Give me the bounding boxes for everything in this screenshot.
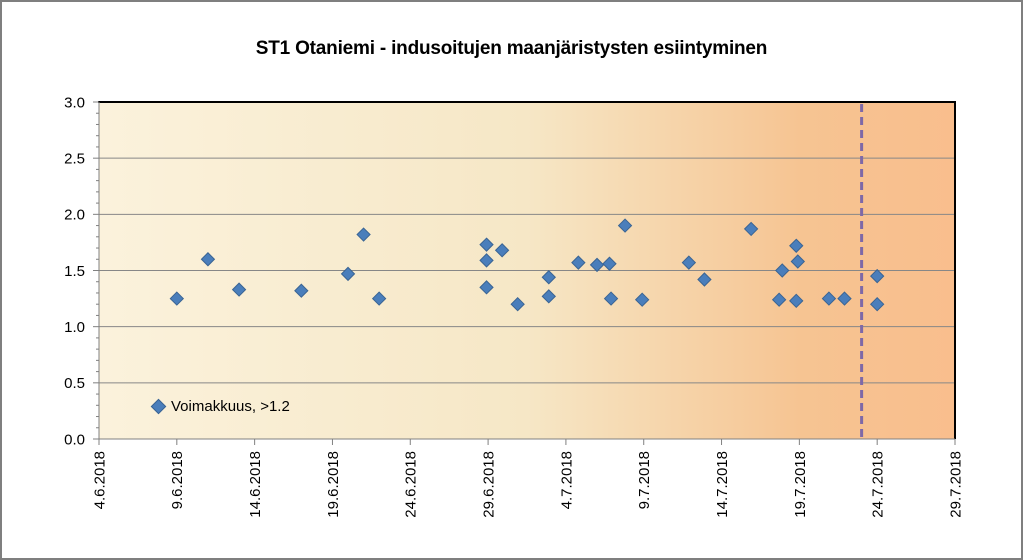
data-point-marker: [617, 218, 633, 233]
data-point-marker: [479, 280, 494, 295]
data-point-marker: [743, 221, 759, 237]
x-tick-label: 9.7.2018: [636, 451, 653, 509]
y-tick-label: 1.5: [64, 263, 85, 280]
data-point-marker: [634, 292, 650, 307]
y-tick-label: 0.5: [64, 375, 85, 392]
data-point-marker: [603, 291, 619, 306]
data-point-marker: [589, 257, 605, 273]
data-point-marker: [869, 268, 885, 284]
data-point-marker: [681, 255, 697, 270]
y-tick-label: 3.0: [64, 94, 85, 111]
x-tick-label: 4.7.2018: [558, 451, 575, 509]
legend-label: Voimakkuus, >1.2: [171, 398, 290, 415]
data-point-marker: [789, 293, 804, 309]
data-point-marker: [571, 255, 586, 270]
x-tick-label: 24.6.2018: [403, 451, 420, 518]
legend-diamond-icon: [150, 398, 167, 415]
y-tick-label: 2.5: [64, 150, 85, 167]
data-point-marker: [371, 291, 387, 306]
data-point-marker: [602, 256, 617, 271]
data-point-marker: [169, 291, 185, 306]
data-point-marker: [541, 270, 556, 285]
data-point-marker: [231, 282, 247, 297]
data-point-marker: [294, 283, 309, 298]
x-tick-label: 24.7.2018: [870, 451, 887, 518]
x-tick-label: 29.7.2018: [947, 451, 964, 518]
data-point-marker: [541, 289, 556, 304]
y-tick-label: 1.0: [64, 319, 85, 336]
data-point-marker: [479, 253, 494, 268]
x-tick-label: 14.7.2018: [714, 451, 731, 518]
chart-title: ST1 Otaniemi - indusoitujen maanjäristys…: [255, 38, 768, 59]
y-tick-label: 2.0: [64, 207, 85, 224]
x-tick-label: 19.7.2018: [792, 451, 809, 518]
data-point-marker: [340, 266, 356, 282]
x-tick-label: 4.6.2018: [91, 451, 108, 509]
data-point-marker: [821, 291, 837, 306]
data-point-marker: [837, 291, 852, 306]
data-point-marker: [479, 237, 494, 252]
x-tick-label: 9.6.2018: [169, 451, 186, 509]
data-point-marker: [494, 243, 510, 258]
data-point-marker: [790, 254, 806, 269]
data-point-marker: [510, 296, 525, 312]
data-point-marker: [356, 227, 371, 242]
y-tick-label: 0.0: [64, 431, 85, 448]
x-tick-label: 29.6.2018: [480, 451, 497, 518]
x-tick-label: 19.6.2018: [325, 451, 342, 518]
data-point-marker: [869, 296, 885, 312]
x-tick-label: 14.6.2018: [247, 451, 264, 518]
data-point-marker: [775, 263, 790, 278]
data-point-marker: [771, 292, 787, 307]
data-point-marker: [697, 272, 712, 287]
legend: Voimakkuus, >1.2: [150, 398, 290, 415]
data-point-marker: [789, 238, 804, 253]
data-point-marker: [200, 252, 216, 267]
